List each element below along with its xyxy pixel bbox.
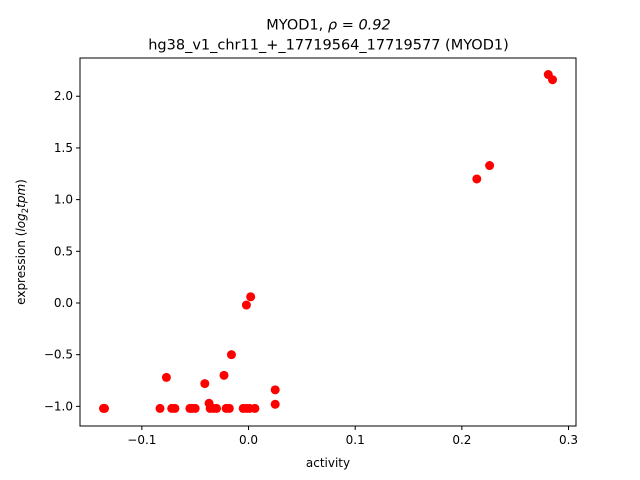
data-point bbox=[485, 161, 495, 171]
data-point bbox=[241, 300, 251, 310]
axes-frame bbox=[79, 57, 577, 427]
y-tick-label: 0.5 bbox=[54, 244, 73, 258]
y-tick-label: 2.0 bbox=[54, 89, 73, 103]
data-point bbox=[219, 370, 229, 380]
y-tick-label: −0.5 bbox=[44, 348, 73, 362]
chart-title-line2: hg38_v1_chr11_+_17719564_17719577 (MYOD1… bbox=[148, 38, 509, 54]
x-tick-label: 0.3 bbox=[559, 433, 578, 447]
y-axis-label-sub: 2 bbox=[21, 208, 31, 213]
y-tick-label: 1.5 bbox=[54, 141, 73, 155]
x-axis-label: activity bbox=[306, 456, 350, 470]
data-point bbox=[548, 75, 558, 85]
data-point bbox=[161, 372, 171, 382]
data-point bbox=[170, 403, 180, 413]
y-axis-label-prefix: expression ( bbox=[14, 232, 28, 305]
data-point bbox=[212, 403, 222, 413]
y-axis-label-tpm: tpm bbox=[14, 184, 28, 208]
data-point bbox=[246, 292, 256, 302]
plot-area: −0.1 0.0 0.1 0.2 0.3 −1.0 −0.5 0.0 0.5 1.0 1.5 2.0 bbox=[44, 57, 578, 447]
data-point bbox=[190, 403, 200, 413]
y-tick-label: −1.0 bbox=[44, 399, 73, 413]
data-point bbox=[270, 399, 280, 409]
y-tick-label: 1.0 bbox=[54, 193, 73, 207]
data-point bbox=[155, 403, 165, 413]
y-axis-label-suffix: ) bbox=[14, 179, 28, 184]
x-tick-label: −0.1 bbox=[127, 433, 156, 447]
y-axis-label-log: log bbox=[14, 213, 28, 232]
data-point bbox=[472, 174, 482, 184]
chart-title-prefix: MYOD1, bbox=[266, 18, 328, 34]
chart-title-line1: MYOD1, ρ = 0.92 bbox=[266, 18, 390, 34]
data-point bbox=[100, 403, 110, 413]
data-point bbox=[226, 350, 236, 360]
data-point bbox=[200, 379, 210, 389]
y-axis-label: expression (log2tpm) bbox=[14, 179, 31, 305]
chart-title-rho: ρ = 0.92 bbox=[328, 18, 391, 34]
x-tick-label: 0.0 bbox=[239, 433, 258, 447]
x-tick-label: 0.2 bbox=[452, 433, 471, 447]
data-point bbox=[224, 403, 234, 413]
y-tick-label: 0.0 bbox=[54, 296, 73, 310]
data-point bbox=[270, 385, 280, 395]
x-tick-label: 0.1 bbox=[346, 433, 365, 447]
data-point bbox=[250, 403, 260, 413]
